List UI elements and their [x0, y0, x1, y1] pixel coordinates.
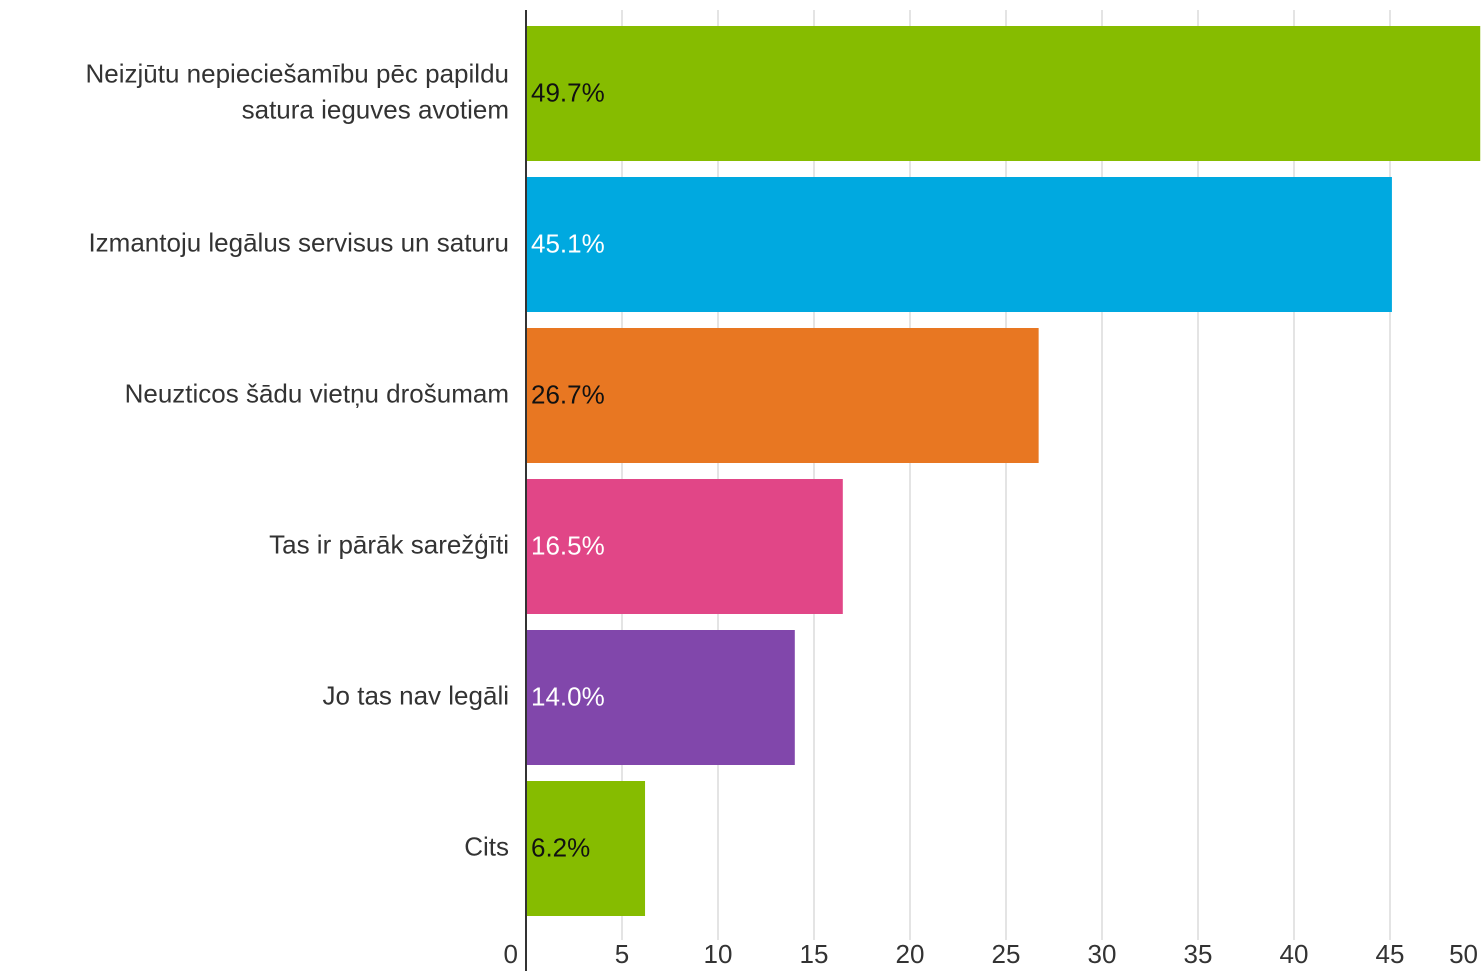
- value-label: 26.7%: [531, 379, 605, 409]
- category-label: Neizjūtu nepieciešamību pēc papildu satur…: [86, 58, 510, 124]
- bar: [526, 26, 1481, 161]
- category-label: Neuzticos šādu vietņu drošumam: [125, 378, 509, 408]
- x-tick-label: 20: [896, 939, 925, 969]
- category-label: Cits: [464, 831, 509, 861]
- x-tick-label: 50: [1449, 939, 1478, 969]
- category-label-line: Neizjūtu nepieciešamību pēc papildu: [86, 58, 510, 88]
- value-label: 45.1%: [531, 228, 605, 258]
- x-tick-label: 45: [1376, 939, 1405, 969]
- x-tick-label: 5: [615, 939, 629, 969]
- category-label: Jo tas nav legāli: [323, 680, 509, 710]
- bar: [526, 177, 1392, 312]
- value-label: 14.0%: [531, 681, 605, 711]
- value-label: 6.2%: [531, 832, 590, 862]
- bar: [526, 479, 843, 614]
- x-tick-label: 15: [800, 939, 829, 969]
- x-tick-label: 30: [1088, 939, 1117, 969]
- bar: [526, 630, 795, 765]
- x-tick-label: 0: [504, 939, 518, 969]
- bar: [526, 328, 1039, 463]
- bar: [526, 781, 646, 916]
- x-tick-label: 25: [992, 939, 1021, 969]
- x-tick-label: 35: [1184, 939, 1213, 969]
- category-label: Tas ir pārāk sarežģīti: [269, 529, 509, 559]
- category-label-line: satura ieguves avotiem: [242, 94, 509, 124]
- x-tick-label: 40: [1280, 939, 1309, 969]
- value-label: 49.7%: [531, 77, 605, 107]
- x-tick-label: 10: [704, 939, 733, 969]
- category-label: Izmantoju legālus servisus un saturu: [88, 227, 509, 257]
- value-label: 16.5%: [531, 530, 605, 560]
